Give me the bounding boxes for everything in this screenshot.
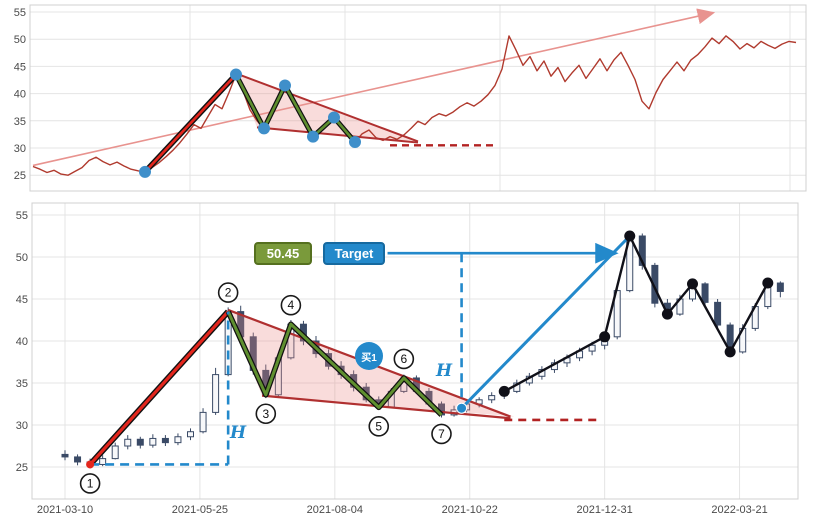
svg-text:2021-08-04: 2021-08-04 [307, 504, 363, 516]
pivot-dot[interactable] [349, 136, 361, 149]
svg-text:55: 55 [14, 7, 26, 19]
buy-signal-badge[interactable]: 买1 [355, 342, 383, 370]
svg-text:2021-12-31: 2021-12-31 [577, 504, 633, 516]
detail-chart-panel: 55 50 45 40 35 30 25 2021-03-10 2021-05-25 2021-0… [0, 197, 813, 520]
pivot-number-circle[interactable] [393, 348, 415, 370]
svg-text:50: 50 [16, 252, 28, 264]
pivot-dot[interactable] [307, 130, 319, 143]
swing-dot[interactable] [724, 346, 736, 358]
pivot-dot[interactable] [258, 122, 270, 135]
candles [61, 231, 784, 468]
pivot-dot[interactable] [328, 111, 340, 124]
pivot-dot[interactable] [139, 165, 151, 178]
overview-grid: 55 50 45 40 35 30 25 [14, 4, 807, 192]
svg-text:2021-03-10: 2021-03-10 [37, 504, 93, 516]
swing-dot[interactable] [498, 385, 510, 397]
svg-text:1: 1 [87, 476, 94, 490]
pivot-number-circle[interactable] [217, 282, 239, 303]
flagpole-red [144, 73, 237, 173]
post-breakout-path [503, 232, 769, 393]
pivot-dot[interactable] [230, 68, 242, 81]
svg-text:2: 2 [225, 286, 232, 300]
svg-text:45: 45 [14, 61, 26, 73]
svg-text:5: 5 [375, 419, 382, 433]
swing-dot[interactable] [762, 277, 774, 289]
svg-text:40: 40 [16, 336, 28, 348]
svg-text:55: 55 [16, 210, 28, 222]
swing-dot[interactable] [661, 308, 673, 320]
target-label-badge[interactable]: Target [323, 242, 385, 265]
swing-dot[interactable] [687, 278, 698, 290]
pivot-number-markers[interactable]: 1 2 3 4 5 6 7 [79, 282, 452, 494]
uptrend-arrow [32, 8, 716, 167]
svg-text:30: 30 [14, 143, 26, 155]
pivot-number-circle[interactable] [280, 294, 302, 316]
pivot-number-circle[interactable] [255, 403, 277, 425]
target-price-badge[interactable]: 50.45 [254, 242, 312, 265]
flagpole-height-label: H [230, 423, 247, 443]
svg-text:25: 25 [14, 170, 26, 182]
pivot-dot[interactable] [279, 79, 291, 92]
pivot-number-circle[interactable] [431, 423, 452, 445]
breakout-dot[interactable] [456, 402, 468, 414]
svg-text:45: 45 [16, 294, 28, 306]
svg-text:35: 35 [14, 116, 26, 128]
svg-text:35: 35 [16, 378, 28, 390]
svg-text:25: 25 [16, 462, 28, 474]
svg-text:30: 30 [16, 420, 28, 432]
flagpole-start-dot [86, 460, 95, 469]
overview-line-chart[interactable]: 55 50 45 40 35 30 25 [0, 0, 813, 197]
svg-text:50: 50 [14, 34, 26, 46]
swing-dot[interactable] [624, 230, 636, 242]
price-line [32, 35, 797, 176]
svg-text:2021-10-22: 2021-10-22 [442, 504, 498, 516]
svg-text:3: 3 [262, 407, 269, 421]
breakout-line [460, 234, 631, 410]
svg-text:6: 6 [401, 352, 408, 366]
pivot-number-circle[interactable] [79, 473, 101, 494]
overview-chart-panel: 55 50 45 40 35 30 25 [0, 0, 813, 197]
svg-text:4: 4 [288, 298, 295, 312]
svg-text:7: 7 [438, 427, 445, 441]
svg-text:2022-03-21: 2022-03-21 [711, 504, 767, 516]
zigzag [226, 310, 443, 416]
pivot-number-circle[interactable] [368, 416, 390, 437]
svg-text:2021-05-25: 2021-05-25 [172, 504, 228, 516]
swing-dot[interactable] [599, 331, 611, 343]
svg-text:40: 40 [14, 89, 26, 101]
projection-height-label: H [436, 361, 453, 381]
